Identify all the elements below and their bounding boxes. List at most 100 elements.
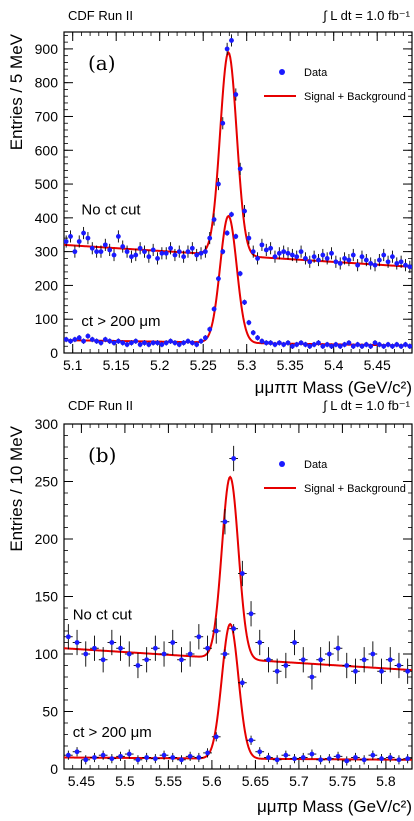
data-point bbox=[289, 248, 295, 262]
data-point bbox=[203, 748, 212, 758]
data-point bbox=[176, 245, 182, 258]
data-marker bbox=[100, 657, 106, 663]
data-point bbox=[107, 629, 117, 656]
data-marker bbox=[211, 217, 217, 222]
data-marker bbox=[187, 651, 193, 657]
data-point bbox=[177, 755, 186, 765]
data-marker bbox=[72, 249, 78, 255]
data-marker bbox=[94, 249, 100, 255]
data-marker bbox=[242, 208, 247, 214]
data-point bbox=[102, 238, 108, 251]
data-point bbox=[237, 270, 243, 277]
x-tick-label: 5.1 bbox=[63, 357, 83, 373]
data-point bbox=[85, 232, 91, 245]
y-tick-label: 50 bbox=[42, 704, 58, 720]
data-point bbox=[376, 253, 382, 267]
data-point bbox=[229, 34, 234, 47]
data-point bbox=[150, 340, 156, 346]
data-marker bbox=[257, 749, 263, 755]
data-marker bbox=[316, 257, 321, 263]
data-marker bbox=[126, 651, 132, 657]
x-tick-label: 5.7 bbox=[289, 773, 309, 789]
data-marker bbox=[337, 343, 343, 349]
data-marker bbox=[155, 340, 160, 346]
data-marker bbox=[76, 335, 82, 341]
data-marker bbox=[176, 342, 182, 347]
y-tick-label: 800 bbox=[35, 75, 59, 91]
data-point bbox=[294, 250, 300, 263]
data-point bbox=[124, 641, 134, 667]
x-tick-label: 5.55 bbox=[155, 773, 182, 789]
data-point bbox=[246, 601, 256, 627]
data-point bbox=[342, 341, 347, 348]
x-tick-label: 5.75 bbox=[329, 773, 356, 789]
data-point bbox=[137, 341, 143, 348]
data-marker bbox=[276, 340, 282, 346]
data-marker bbox=[398, 343, 404, 349]
data-marker bbox=[72, 337, 78, 342]
data-point bbox=[68, 338, 73, 344]
data-point bbox=[129, 340, 134, 346]
data-point bbox=[107, 754, 117, 764]
data-marker bbox=[229, 212, 234, 217]
data-point bbox=[72, 336, 78, 343]
data-marker bbox=[281, 342, 287, 347]
data-marker bbox=[272, 342, 278, 347]
data-point bbox=[403, 341, 408, 348]
data-marker bbox=[216, 181, 221, 187]
data-point bbox=[176, 341, 182, 348]
data-marker bbox=[309, 751, 315, 757]
data-marker bbox=[335, 645, 341, 651]
data-marker bbox=[152, 756, 158, 762]
data-marker bbox=[120, 244, 126, 249]
data-marker bbox=[342, 255, 347, 261]
data-point bbox=[385, 255, 391, 268]
data-marker bbox=[376, 257, 382, 263]
data-marker bbox=[133, 252, 139, 258]
data-point bbox=[246, 319, 252, 326]
data-marker bbox=[74, 640, 80, 645]
data-point bbox=[276, 247, 282, 260]
data-point bbox=[346, 253, 352, 267]
data-marker bbox=[255, 335, 260, 341]
data-point bbox=[185, 751, 195, 761]
data-marker bbox=[107, 247, 113, 253]
data-marker bbox=[259, 242, 265, 248]
header-left: CDF Run II bbox=[68, 8, 133, 23]
fit-curve bbox=[64, 50, 412, 268]
data-point bbox=[372, 259, 378, 272]
data-point bbox=[250, 330, 256, 336]
data-point bbox=[316, 755, 325, 765]
data-point bbox=[298, 245, 304, 258]
x-tick-label: 5.5 bbox=[115, 773, 135, 789]
y-tick-label: 200 bbox=[35, 277, 59, 293]
plot-area bbox=[64, 34, 412, 349]
data-point bbox=[394, 341, 400, 348]
data-point bbox=[116, 751, 125, 761]
data-point bbox=[150, 243, 156, 257]
data-marker bbox=[335, 753, 341, 759]
data-point bbox=[263, 243, 269, 257]
data-point bbox=[350, 248, 356, 262]
data-point bbox=[359, 250, 365, 263]
data-point bbox=[207, 326, 213, 333]
data-marker bbox=[135, 757, 141, 763]
data-marker bbox=[111, 252, 117, 258]
data-point bbox=[333, 635, 343, 661]
data-marker bbox=[146, 254, 152, 260]
x-tick-label: 5.15 bbox=[103, 357, 130, 373]
data-marker bbox=[316, 340, 321, 346]
data-marker bbox=[387, 657, 393, 663]
data-marker bbox=[64, 239, 69, 244]
data-point bbox=[111, 248, 117, 262]
data-point bbox=[229, 211, 234, 218]
data-marker bbox=[394, 342, 400, 347]
data-marker bbox=[333, 342, 339, 347]
data-point bbox=[159, 641, 169, 667]
data-point bbox=[107, 338, 113, 344]
data-marker bbox=[353, 668, 358, 674]
data-marker bbox=[142, 340, 147, 346]
data-marker bbox=[359, 343, 365, 349]
data-marker bbox=[111, 340, 117, 346]
data-point bbox=[272, 250, 278, 263]
